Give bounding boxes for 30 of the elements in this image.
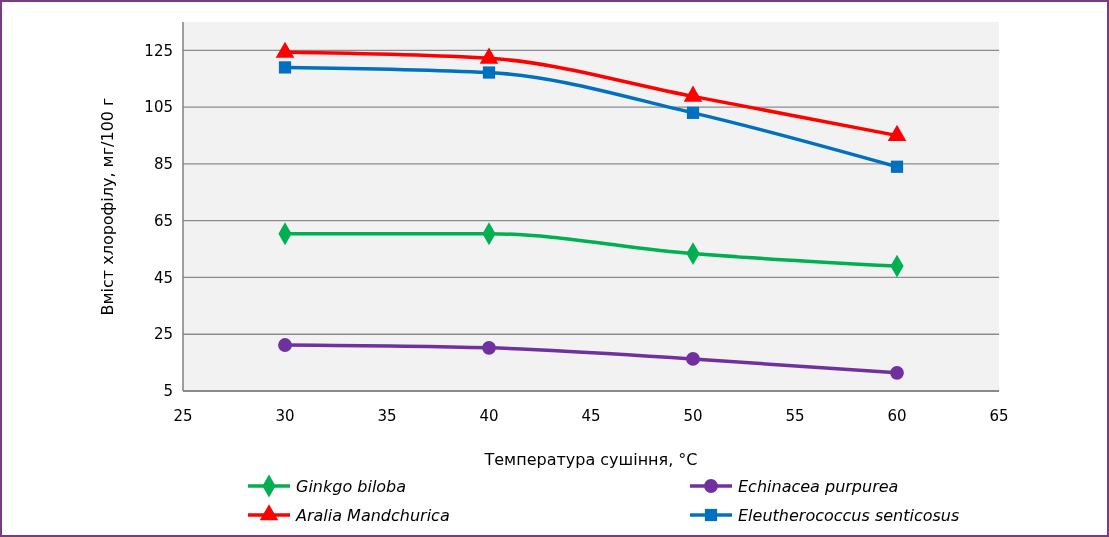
y-tick-label: 85 (153, 155, 173, 174)
y-tick-label: 65 (153, 211, 173, 230)
y-tick-label: 45 (153, 268, 173, 287)
point (482, 340, 496, 355)
legend-label: Echinacea purpurea (738, 476, 899, 496)
legend-label: Eleutherococcus senticosus (738, 505, 960, 525)
point (686, 106, 700, 119)
x-tick-label: 45 (581, 407, 601, 425)
point (686, 352, 700, 366)
point (278, 61, 292, 74)
y-tick-label: 5 (163, 382, 173, 401)
x-axis-title: Температура сушіння, °C (483, 450, 698, 469)
x-tick-label: 30 (275, 407, 295, 425)
legend-label: Aralia Mandchurica (295, 505, 450, 525)
y-tick-label: 105 (144, 98, 173, 117)
x-tick-label: 65 (989, 407, 1009, 425)
point (482, 66, 496, 79)
y-tick-label: 125 (144, 41, 173, 60)
x-tick-label: 50 (683, 407, 703, 425)
point (890, 365, 904, 380)
legend-label: Ginkgo biloba (296, 476, 407, 496)
x-tick-label: 40 (479, 407, 499, 425)
point (278, 338, 292, 352)
point (890, 160, 904, 173)
y-tick-label: 25 (153, 325, 173, 344)
y-axis-title: Вміст хлорофілу, мг/100 г (98, 97, 117, 316)
x-tick-label: 35 (377, 407, 397, 425)
x-tick-label: 60 (887, 407, 907, 425)
x-tick-label: 25 (173, 407, 193, 425)
x-tick-label: 55 (785, 407, 805, 425)
